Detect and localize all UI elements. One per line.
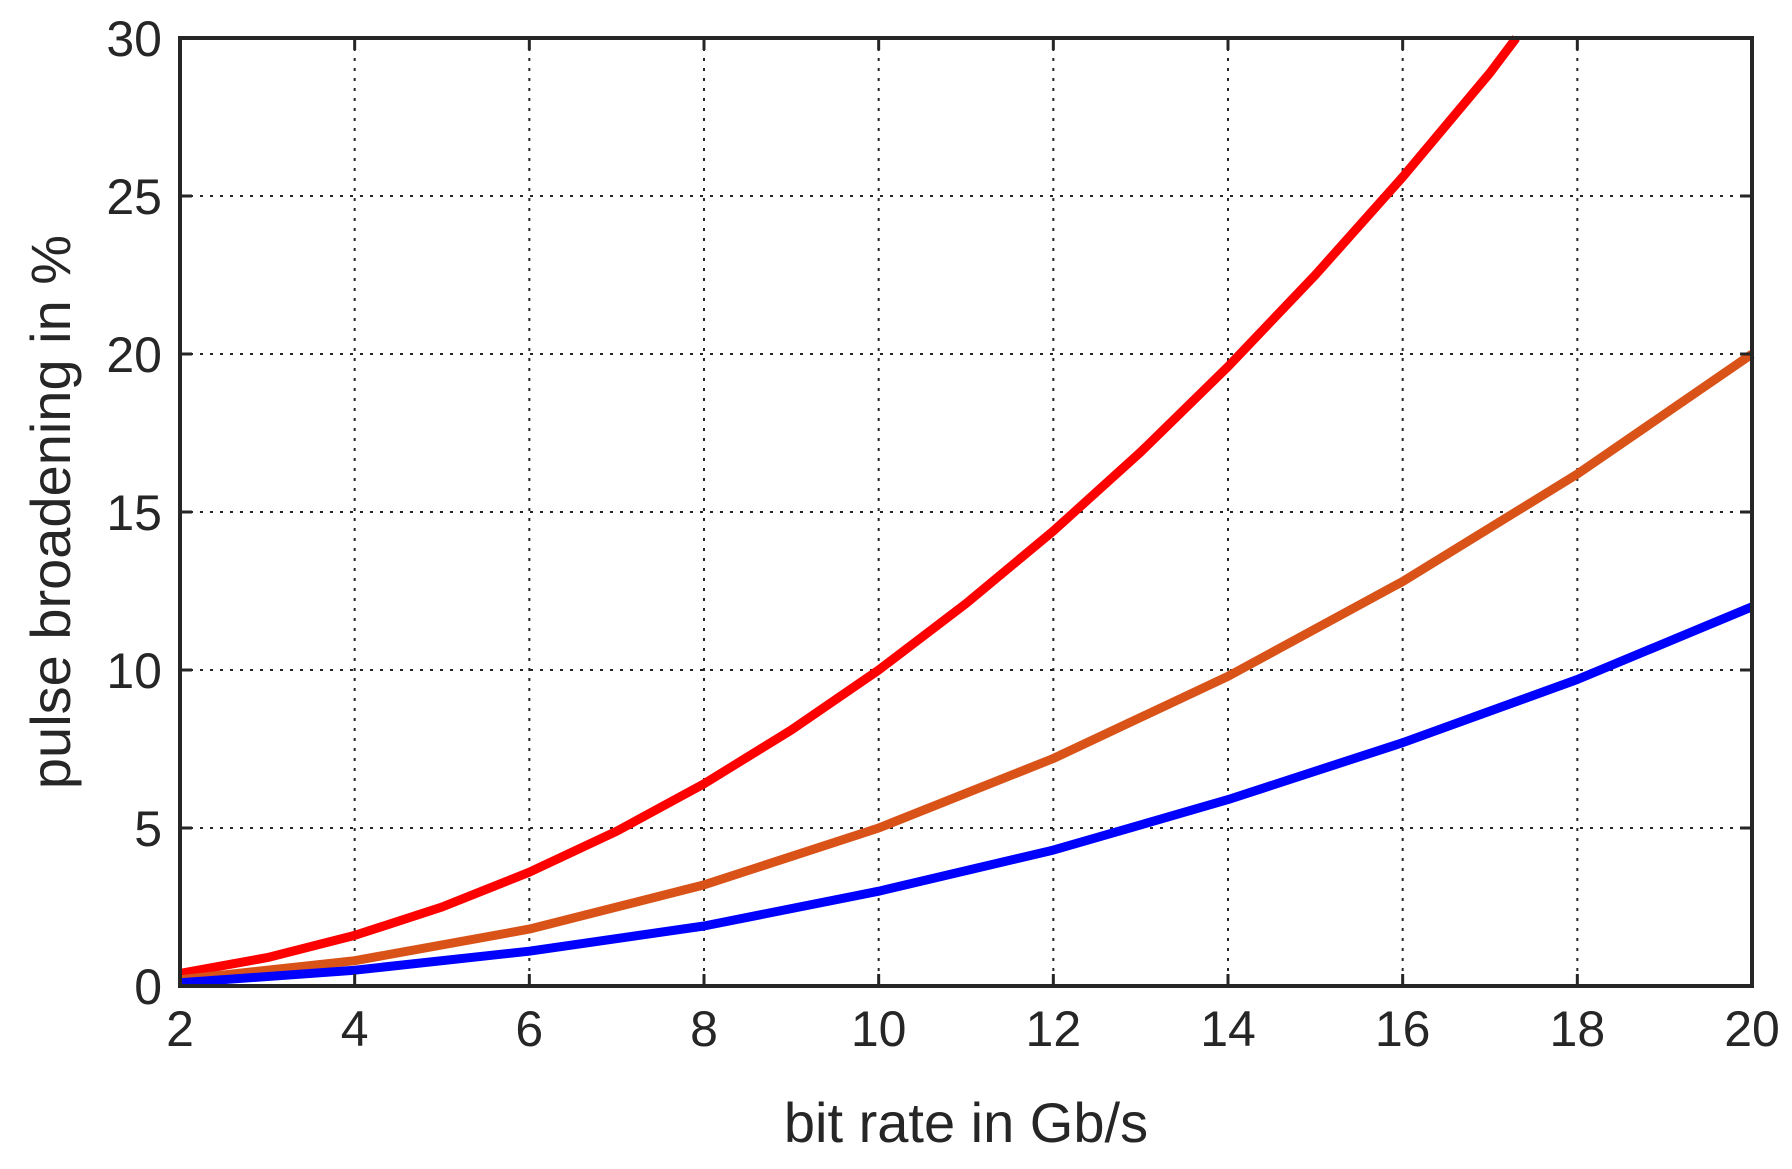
y-axis-label: pulse broadening in % <box>19 235 82 789</box>
x-tick-label: 20 <box>1724 1001 1780 1057</box>
x-tick-label: 4 <box>341 1001 369 1057</box>
y-tick-labels: 0 5 10 15 20 25 30 <box>106 11 162 1015</box>
y-tick-label: 15 <box>106 485 162 541</box>
x-tick-label: 2 <box>166 1001 194 1057</box>
x-tick-label: 10 <box>851 1001 907 1057</box>
y-tick-label: 5 <box>134 801 162 857</box>
x-tick-labels: 2 4 6 8 10 12 14 16 18 20 <box>166 1001 1780 1057</box>
x-tick-label: 14 <box>1200 1001 1256 1057</box>
x-tick-label: 18 <box>1550 1001 1606 1057</box>
tick-marks <box>178 36 1754 988</box>
x-tick-label: 16 <box>1375 1001 1431 1057</box>
y-tick-label: 0 <box>134 959 162 1015</box>
x-axis-label: bit rate in Gb/s <box>784 1091 1148 1154</box>
blue-series-line <box>179 602 1754 988</box>
orange-series-line <box>179 350 1755 985</box>
y-tick-label: 25 <box>106 169 162 225</box>
x-tick-label: 6 <box>515 1001 543 1057</box>
y-tick-label: 10 <box>106 643 162 699</box>
y-tick-label: 30 <box>106 11 162 67</box>
x-tick-label: 12 <box>1026 1001 1082 1057</box>
data-series <box>179 35 1755 988</box>
x-tick-label: 8 <box>690 1001 718 1057</box>
y-tick-label: 20 <box>106 327 162 383</box>
red-series-line <box>179 35 1520 978</box>
